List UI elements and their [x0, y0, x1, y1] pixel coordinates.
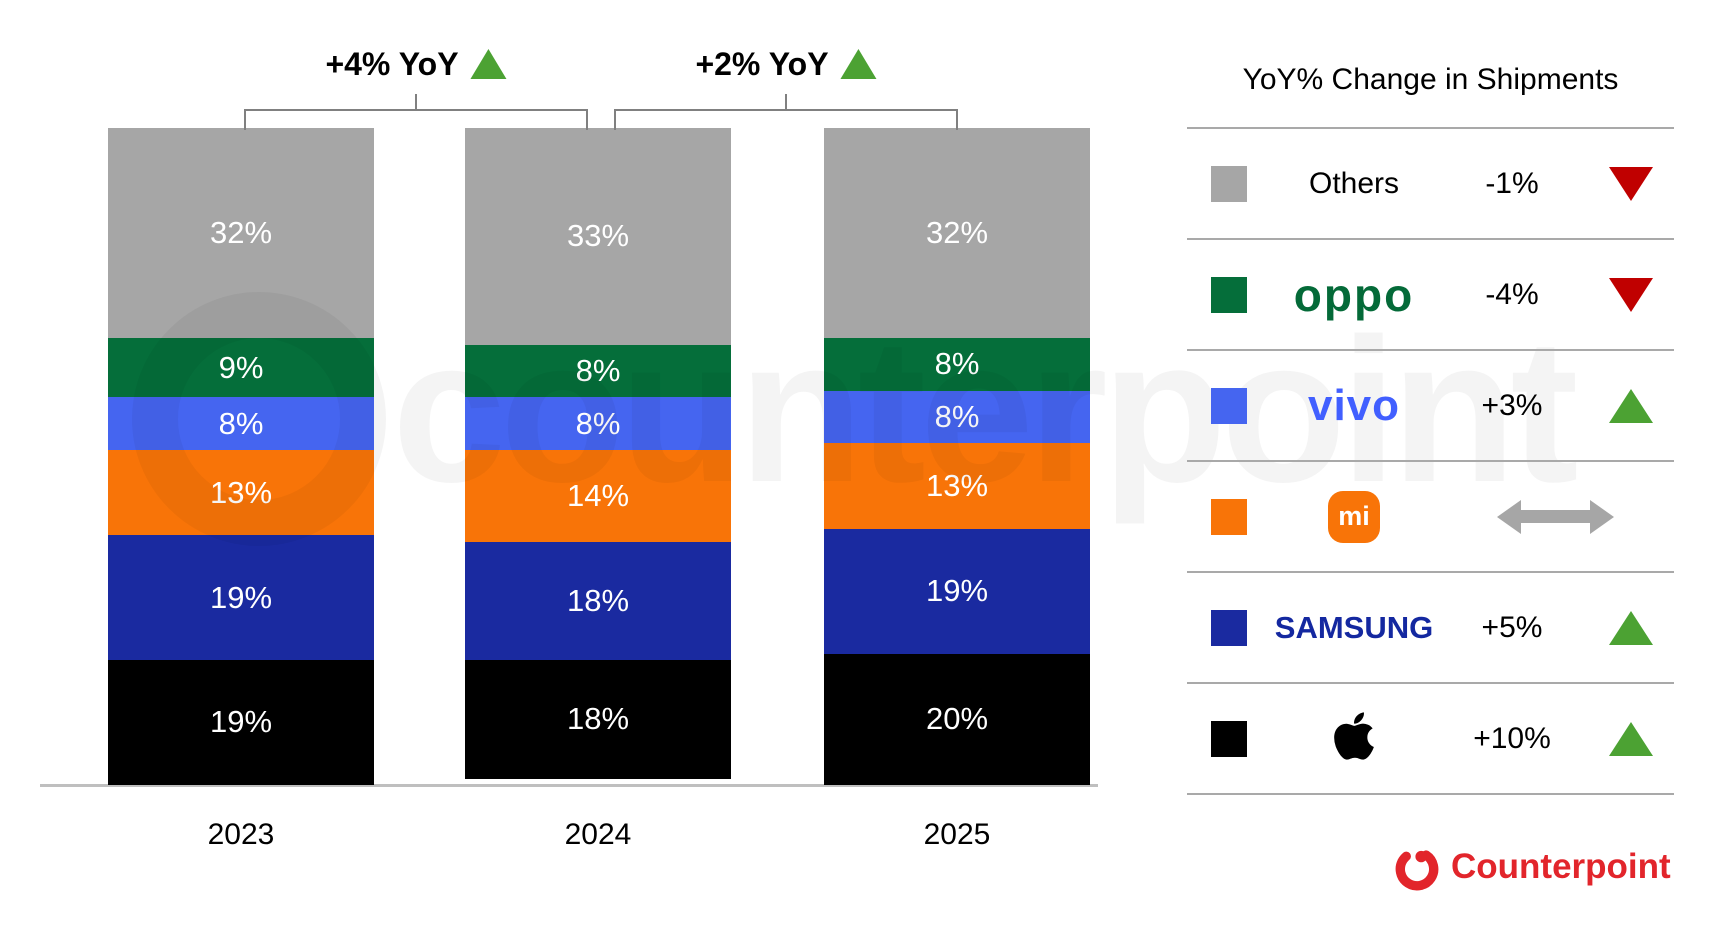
x-axis-label-2024: 2024	[564, 818, 632, 851]
segment-value-label: 20%	[925, 701, 989, 737]
segment-oppo: 8%	[465, 344, 731, 398]
legend-row-oppo: oppo -4%	[1187, 238, 1674, 349]
segment-value-label: 8%	[575, 405, 621, 441]
xiaomi-swatch	[1211, 498, 1247, 535]
segment-value-label: 8%	[934, 399, 980, 435]
segment-others: 33%	[465, 128, 731, 345]
up-triangle-icon	[840, 49, 877, 79]
apple-change: +10%	[1473, 721, 1551, 755]
segment-xiaomi: 13%	[108, 449, 374, 536]
segment-value-label: 18%	[566, 583, 630, 619]
segment-samsung: 18%	[465, 541, 731, 661]
yoy-annotation: +4% YoY	[325, 44, 507, 84]
down-triangle-icon	[1608, 277, 1653, 312]
legend-title: YoY% Change in Shipments	[1242, 62, 1619, 96]
segment-others: 32%	[824, 128, 1090, 339]
samsung-swatch	[1211, 609, 1247, 646]
yoy-annotation: +2% YoY	[695, 44, 877, 84]
segment-value-label: 14%	[566, 477, 630, 513]
segment-value-label: 32%	[925, 215, 989, 251]
segment-apple: 20%	[824, 653, 1090, 785]
segment-value-label: 19%	[925, 573, 989, 609]
stacked-bar-2024: 33% 8% 8% 14% 18% 18%	[465, 128, 731, 785]
segment-value-label: 19%	[209, 579, 273, 615]
yoy-annotation-label: +4% YoY	[325, 45, 459, 82]
segment-samsung: 19%	[108, 535, 374, 661]
segment-vivo: 8%	[465, 397, 731, 450]
up-triangle-icon	[1608, 610, 1653, 645]
samsung-logo: SAMSUNG	[1274, 610, 1434, 645]
vivo-change: +3%	[1481, 388, 1543, 422]
stacked-bar-2023: 32% 9% 8% 13% 19% 19%	[108, 128, 374, 785]
oppo-change: -4%	[1485, 277, 1539, 311]
samsung-change: +5%	[1481, 610, 1543, 644]
stacked-bar-2025: 32% 8% 8% 13% 19% 20%	[824, 128, 1090, 785]
vivo-logo: vivo	[1307, 380, 1401, 430]
segment-samsung: 19%	[824, 528, 1090, 654]
segment-oppo: 9%	[108, 338, 374, 398]
segment-vivo: 8%	[108, 397, 374, 450]
segment-value-label: 8%	[575, 353, 621, 389]
xiaomi-mi-logo: mi	[1328, 490, 1380, 543]
apple-swatch	[1211, 720, 1247, 757]
legend-row-apple: +10%	[1187, 682, 1674, 795]
segment-value-label: 8%	[218, 405, 264, 441]
segment-value-label: 33%	[566, 218, 630, 254]
up-triangle-icon	[1608, 721, 1653, 756]
vivo-swatch	[1211, 387, 1247, 424]
x-axis-label-2023: 2023	[207, 818, 275, 851]
others-label: Others	[1308, 166, 1400, 200]
down-triangle-icon	[1608, 166, 1653, 201]
yoy-bracket	[614, 94, 958, 130]
segment-apple: 19%	[108, 660, 374, 785]
apple-logo-icon	[1333, 709, 1375, 768]
counterpoint-logo-text: Counterpoint	[1451, 847, 1671, 886]
others-swatch	[1211, 165, 1247, 202]
oppo-swatch	[1211, 276, 1247, 313]
segment-xiaomi: 14%	[465, 449, 731, 542]
segment-value-label: 19%	[209, 704, 273, 740]
legend-row-vivo: vivo +3%	[1187, 349, 1674, 460]
legend-panel: YoY% Change in Shipments Others -1% oppo…	[1187, 32, 1674, 795]
flat-double-arrow-icon	[1497, 499, 1614, 534]
oppo-logo: oppo	[1293, 268, 1415, 321]
legend-row-samsung: SAMSUNG +5%	[1187, 571, 1674, 682]
segment-value-label: 8%	[934, 346, 980, 382]
up-triangle-icon	[1608, 388, 1653, 423]
yoy-annotation-label: +2% YoY	[695, 45, 829, 82]
legend-row-xiaomi: mi	[1187, 460, 1674, 571]
legend-row-others: Others -1%	[1187, 127, 1674, 238]
segment-value-label: 9%	[218, 349, 264, 385]
segment-value-label: 13%	[209, 474, 273, 510]
counterpoint-logo: Counterpoint	[1393, 843, 1671, 891]
others-change: -1%	[1485, 166, 1539, 200]
segment-others: 32%	[108, 128, 374, 339]
x-axis-label-2025: 2025	[923, 818, 991, 851]
x-axis-line	[40, 784, 1098, 787]
segment-value-label: 32%	[209, 215, 273, 251]
segment-oppo: 8%	[824, 338, 1090, 391]
segment-vivo: 8%	[824, 390, 1090, 444]
segment-value-label: 13%	[925, 468, 989, 504]
segment-value-label: 18%	[566, 701, 630, 737]
segment-xiaomi: 13%	[824, 443, 1090, 529]
segment-apple: 18%	[465, 660, 731, 779]
yoy-bracket	[244, 94, 588, 130]
counterpoint-logo-icon	[1393, 843, 1441, 891]
up-triangle-icon	[470, 49, 507, 79]
